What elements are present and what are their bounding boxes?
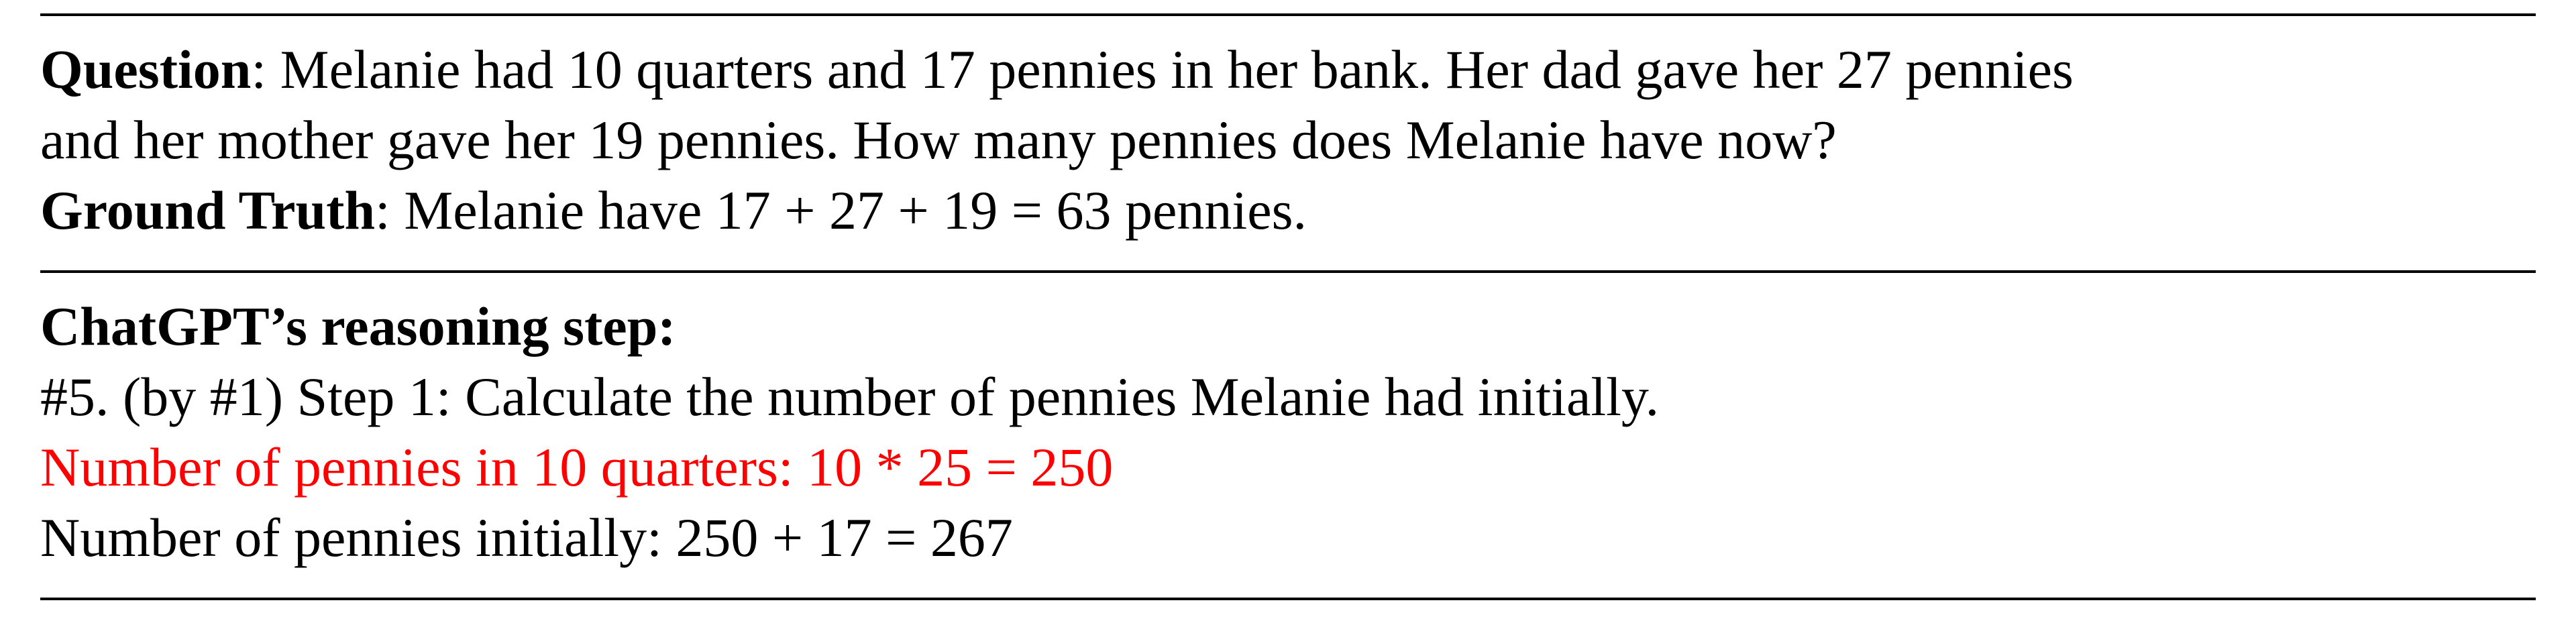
question-line-1: Question: Melanie had 10 quarters and 17… (40, 35, 2536, 105)
reasoning-block: ChatGPT’s reasoning step: #5. (by #1) St… (40, 273, 2536, 598)
question-text-1: : Melanie had 10 quarters and 17 pennies… (251, 39, 2074, 100)
reasoning-heading: ChatGPT’s reasoning step: (40, 292, 2536, 362)
reasoning-final-line: Number of pennies initially: 250 + 17 = … (40, 503, 2536, 573)
ground-truth-line: Ground Truth: Melanie have 17 + 27 + 19 … (40, 176, 2536, 246)
question-block: Question: Melanie had 10 quarters and 17… (40, 16, 2536, 270)
question-text-2: and her mother gave her 19 pennies. How … (40, 109, 1837, 170)
example-container: Question: Melanie had 10 quarters and 17… (0, 0, 2576, 617)
ground-truth-label: Ground Truth (40, 180, 375, 241)
rule-bottom (40, 598, 2536, 600)
reasoning-step-line: #5. (by #1) Step 1: Calculate the number… (40, 362, 2536, 433)
question-label: Question (40, 39, 251, 100)
ground-truth-text: : Melanie have 17 + 27 + 19 = 63 pennies… (375, 180, 1307, 241)
question-line-2: and her mother gave her 19 pennies. How … (40, 105, 2536, 176)
reasoning-error-line: Number of pennies in 10 quarters: 10 * 2… (40, 433, 2536, 503)
